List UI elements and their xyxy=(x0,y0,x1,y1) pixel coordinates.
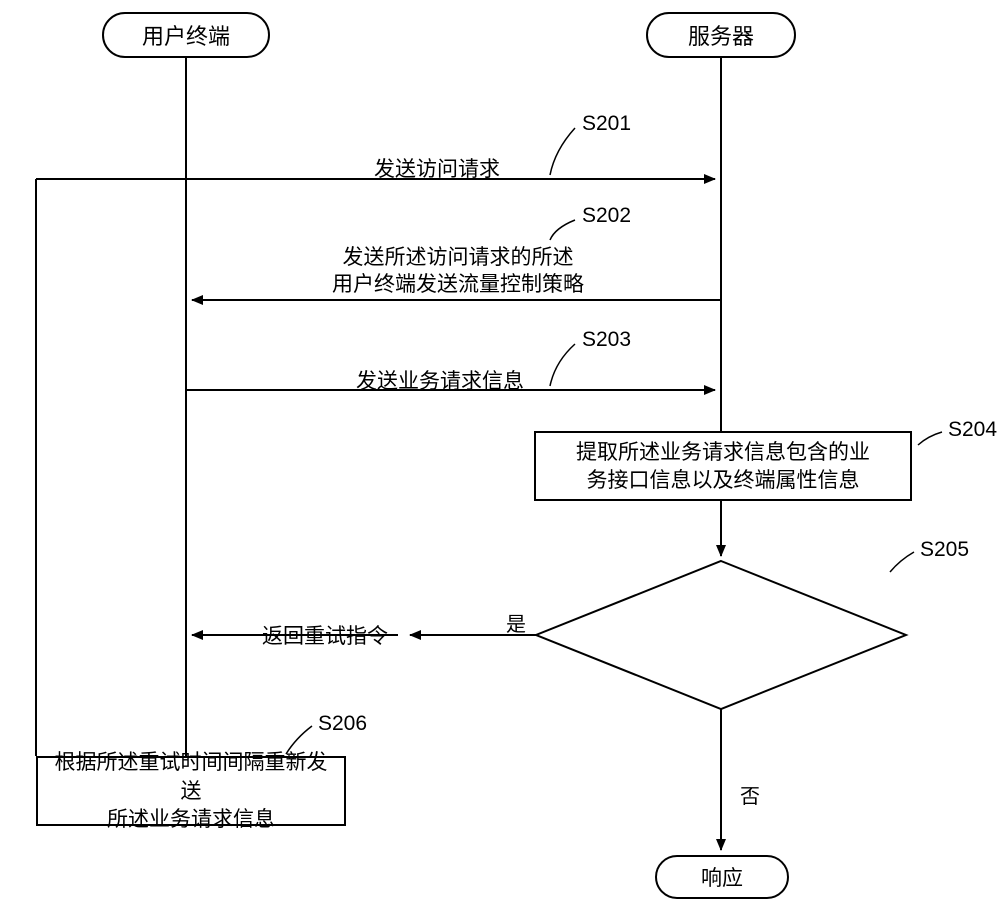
msg-retry-text: 返回重试指令 xyxy=(262,624,388,648)
msg-s201-text: 发送访问请求 xyxy=(374,157,500,181)
branch-no-label: 否 xyxy=(740,780,760,809)
stepid-s204: S204 xyxy=(948,418,997,442)
stepid-s205: S205 xyxy=(920,538,969,562)
node-s205-line2: 大于预设的最大响应终端 xyxy=(611,627,831,649)
node-s204-line2: 务接口信息以及终端属性信息 xyxy=(587,468,860,492)
node-response-label: 响应 xyxy=(701,862,743,892)
participant-server: 服务器 xyxy=(646,12,796,58)
node-s204-box: 提取所述业务请求信息包含的业 务接口信息以及终端属性信息 xyxy=(534,431,912,501)
stepid-s201: S201 xyxy=(582,112,631,136)
stepid-s202: S202 xyxy=(582,204,631,228)
participant-client: 用户终端 xyxy=(102,12,270,58)
participant-server-label: 服务器 xyxy=(688,19,754,51)
node-s205-label: 当前响应终端个数 大于预设的最大响应终端 个数? xyxy=(601,602,841,674)
msg-retry-label: 返回重试指令 xyxy=(262,620,388,650)
msg-s203-text: 发送业务请求信息 xyxy=(356,369,524,393)
msg-s202-label: 发送所述访问请求的所述 用户终端发送流量控制策略 xyxy=(323,244,593,299)
msg-s202-text2: 用户终端发送流量控制策略 xyxy=(332,272,584,296)
stepid-s201-text: S201 xyxy=(582,112,631,135)
msg-s201-label: 发送访问请求 xyxy=(374,153,500,183)
stepid-s203-text: S203 xyxy=(582,328,631,351)
node-s204-line1: 提取所述业务请求信息包含的业 xyxy=(576,440,870,464)
branch-no-text: 否 xyxy=(740,786,760,808)
participant-client-label: 用户终端 xyxy=(142,19,230,51)
stepid-s205-text: S205 xyxy=(920,538,969,561)
stepid-s206-text: S206 xyxy=(318,712,367,735)
stepid-s204-text: S204 xyxy=(948,418,997,441)
node-response: 响应 xyxy=(655,855,789,899)
msg-s202-text1: 发送所述访问请求的所述 xyxy=(343,245,574,269)
node-s206-box: 根据所述重试时间间隔重新发送 所述业务请求信息 xyxy=(36,756,346,826)
node-s205-line3: 个数? xyxy=(697,651,746,673)
stepid-s202-text: S202 xyxy=(582,204,631,227)
node-s206-line1: 根据所述重试时间间隔重新发送 xyxy=(55,750,328,802)
branch-yes-text: 是 xyxy=(506,614,526,636)
branch-yes-label: 是 xyxy=(506,608,526,637)
stepid-s203: S203 xyxy=(582,328,631,352)
stepid-s206: S206 xyxy=(318,712,367,736)
diagram-canvas: 用户终端 服务器 发送访问请求 发送所述访问请求的所述 用户终端发送流量控制策略… xyxy=(0,0,1000,919)
node-s205-line1: 当前响应终端个数 xyxy=(641,603,801,625)
node-s206-line2: 所述业务请求信息 xyxy=(107,807,275,831)
msg-s203-label: 发送业务请求信息 xyxy=(356,365,524,395)
